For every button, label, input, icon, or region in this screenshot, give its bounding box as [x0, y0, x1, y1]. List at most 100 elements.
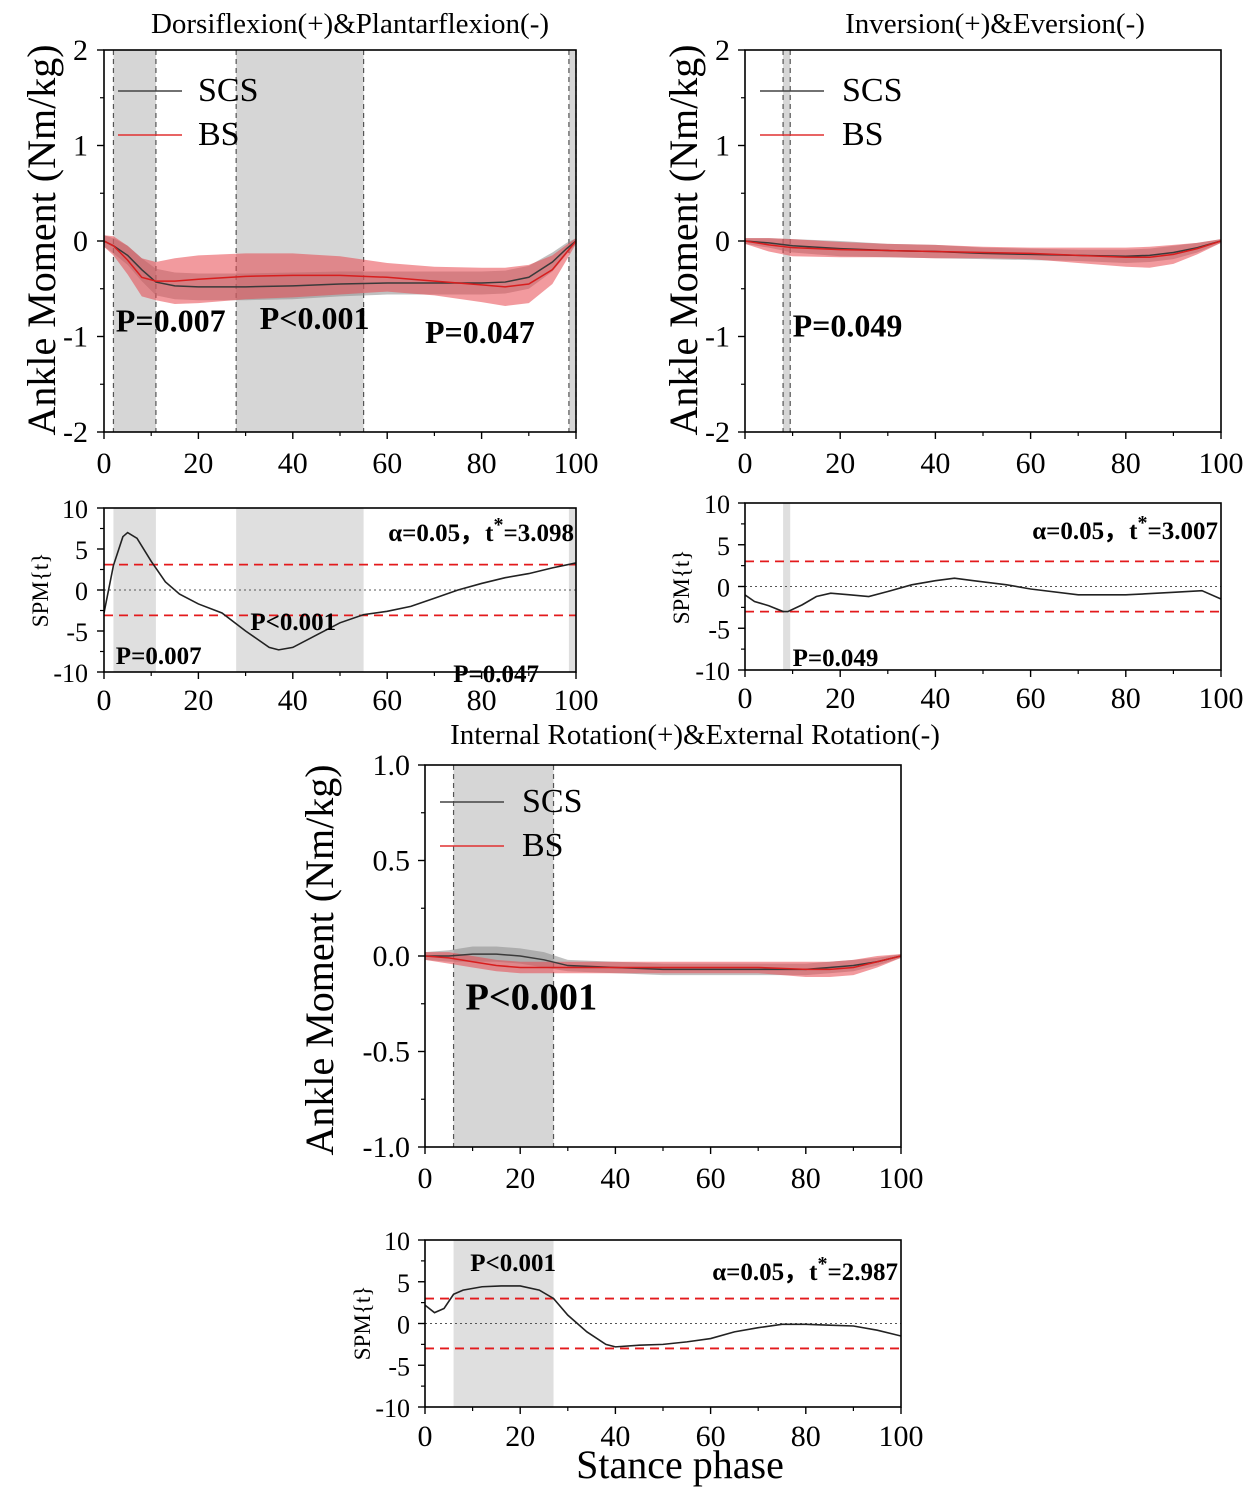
x-tick-label: 80: [467, 684, 497, 717]
cluster-region-0: [113, 50, 156, 432]
x-tick-label: 100: [879, 1420, 924, 1453]
panel-rotation: Internal Rotation(+)&External Rotation(-…: [297, 719, 940, 1195]
x-tick-label: 100: [554, 447, 599, 480]
legend-label-scs: SCS: [198, 72, 259, 109]
x-tick-label: 20: [825, 447, 855, 480]
y-tick-label: 10: [62, 495, 88, 524]
sd-band-bs: [104, 235, 576, 306]
panel-inversion: Inversion(+)&Eversion(-) Ankle Moment (N…: [661, 8, 1244, 480]
alpha-star: *: [818, 1253, 828, 1275]
plot-inversion: 0 20 40 60 80 100 -2 -1 0 1 2 P=0.049: [705, 34, 1244, 480]
mean-line-bs: [745, 240, 1221, 258]
x-tick-label: 0: [738, 447, 753, 480]
panel-rotation-spm: SPM{t} 0 20 40 60 80 100 -10 -5 0 5 10 P<0.001 α=0.…: [350, 1227, 924, 1487]
x-tick-label: 60: [696, 1420, 726, 1453]
ylabel-dorsiflexion: Ankle Moment (Nm/kg): [19, 44, 64, 435]
y-tick-label: -5: [708, 615, 730, 644]
x-tick-label: 0: [97, 684, 112, 717]
plot-rotation: 0 20 40 60 80 100 -1.0 -0.5 0.0 0.5 1.0 P<0.001: [363, 749, 924, 1195]
y-tick-label: 0: [75, 577, 88, 606]
y-tick-label: -0.5: [363, 1036, 411, 1069]
x-tick-label: 40: [920, 447, 950, 480]
y-tick-label: 0: [717, 574, 730, 603]
p-value-label: P<0.001: [470, 1250, 556, 1277]
x-tick-label: 20: [825, 682, 855, 715]
ylabel-inversion-spm: SPM{t}: [669, 550, 694, 625]
alpha-value: =2.987: [828, 1259, 899, 1286]
y-tick-label: -10: [375, 1394, 410, 1423]
y-tick-label: 1: [73, 130, 88, 163]
title-rotation: Internal Rotation(+)&External Rotation(-…: [450, 719, 940, 751]
y-tick-label: -1: [63, 321, 88, 354]
panel-dorsiflexion: Dorsiflexion(+)&Plantarflexion(-) Ankle …: [19, 8, 599, 480]
legend-inversion: SCS BS: [760, 72, 903, 153]
y-tick-label: 5: [717, 532, 730, 561]
alpha-value: =3.098: [504, 520, 575, 547]
title-inversion: Inversion(+)&Eversion(-): [845, 8, 1145, 40]
x-tick-label: 0: [97, 447, 112, 480]
plot-dorsiflexion: 0 20 40 60 80 100 -2 -1 0 1 2 P=0.007 P<0.001 P=0.047: [63, 34, 599, 480]
y-tick-label: -10: [695, 657, 730, 686]
y-tick-label: 0.0: [373, 940, 411, 973]
legend-label-bs: BS: [198, 116, 240, 153]
x-tick-label: 40: [278, 684, 308, 717]
plot-rotation-spm: 0 20 40 60 80 100 -10 -5 0 5 10 P<0.001: [375, 1227, 923, 1453]
legend-dorsiflexion: SCS BS: [118, 72, 259, 153]
legend-label-scs: SCS: [842, 72, 903, 109]
y-tick-label: -1.0: [363, 1131, 411, 1164]
x-tick-label: 100: [1199, 682, 1244, 715]
mean-line-scs: [104, 240, 576, 288]
y-tick-label: 1.0: [373, 749, 411, 782]
y-tick-label: 5: [75, 536, 88, 565]
alpha-text: α=0.05，t: [1032, 518, 1138, 545]
cluster-region-2: [568, 508, 576, 672]
alpha-text: α=0.05，t: [712, 1259, 818, 1286]
x-tick-label: 100: [1199, 447, 1244, 480]
ylabel-dorsiflexion-spm: SPM{t}: [28, 553, 53, 628]
y-tick-label: 2: [73, 34, 88, 67]
y-tick-label: 10: [384, 1227, 410, 1256]
x-tick-label: 100: [879, 1162, 924, 1195]
sd-band-bs: [425, 952, 901, 978]
x-tick-label: 0: [418, 1420, 433, 1453]
p-value-label: P=0.049: [793, 645, 879, 672]
x-tick-label: 20: [183, 447, 213, 480]
p-value-label: P=0.047: [453, 661, 539, 688]
x-tick-label: 20: [505, 1162, 535, 1195]
alpha-annotation-inversion: α=0.05，t*=3.007: [1032, 512, 1218, 545]
spm-curve: [745, 577, 1221, 613]
x-tick-label: 60: [696, 1162, 726, 1195]
x-tick-label: 40: [920, 682, 950, 715]
mean-line-scs: [425, 953, 901, 971]
xlabel-stance-phase: Stance phase: [576, 1442, 784, 1487]
title-dorsiflexion: Dorsiflexion(+)&Plantarflexion(-): [151, 8, 549, 40]
y-tick-label: -5: [388, 1352, 410, 1381]
y-tick-label: 5: [397, 1269, 410, 1298]
p-value-label: P<0.001: [260, 300, 370, 336]
x-tick-label: 20: [505, 1420, 535, 1453]
plot-inversion-spm: 0 20 40 60 80 100 -10 -5 0 5 10 P=0.049: [695, 490, 1243, 715]
y-tick-label: -1: [705, 321, 730, 354]
mean-line-bs: [104, 240, 576, 288]
legend-rotation: SCS BS: [440, 783, 583, 864]
y-tick-label: 10: [704, 490, 730, 519]
panel-inversion-spm: SPM{t} 0 20 40 60 80 100 -10 -5 0 5 10 P=0.049 α=0.…: [669, 490, 1244, 715]
x-tick-label: 80: [791, 1162, 821, 1195]
y-tick-label: 0: [73, 225, 88, 258]
mean-line-scs: [745, 240, 1221, 258]
p-value-label: P=0.007: [116, 643, 202, 670]
legend-label-scs: SCS: [522, 783, 583, 820]
y-tick-label: 0.5: [373, 845, 411, 878]
x-tick-label: 60: [372, 684, 402, 717]
x-tick-label: 100: [554, 684, 599, 717]
x-tick-label: 0: [738, 682, 753, 715]
legend-label-bs: BS: [522, 827, 564, 864]
y-tick-label: -10: [53, 659, 88, 688]
x-tick-label: 40: [600, 1162, 630, 1195]
y-tick-label: 0: [397, 1311, 410, 1340]
ylabel-rotation: Ankle Moment (Nm/kg): [297, 764, 342, 1155]
mean-line-bs: [425, 955, 901, 971]
alpha-text: α=0.05，t: [388, 520, 494, 547]
x-tick-label: 60: [372, 447, 402, 480]
